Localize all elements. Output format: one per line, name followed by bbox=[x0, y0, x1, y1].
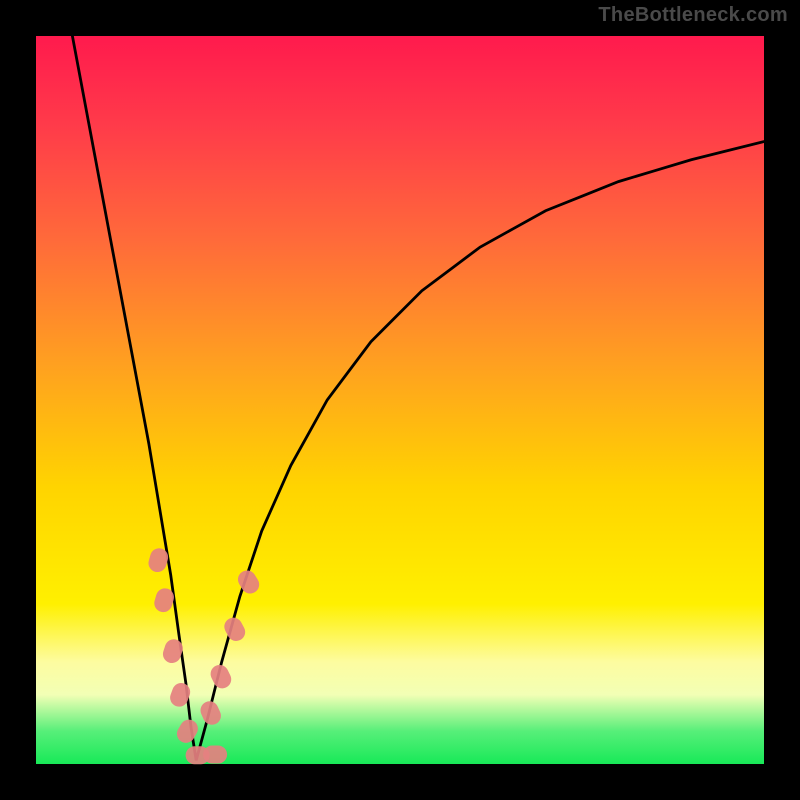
chart-svg bbox=[0, 0, 800, 800]
chart-stage: TheBottleneck.com bbox=[0, 0, 800, 800]
marker-capsule-shape bbox=[203, 746, 227, 764]
watermark-label: TheBottleneck.com bbox=[598, 4, 788, 27]
marker-capsule bbox=[203, 746, 227, 764]
plot-background bbox=[36, 36, 764, 764]
